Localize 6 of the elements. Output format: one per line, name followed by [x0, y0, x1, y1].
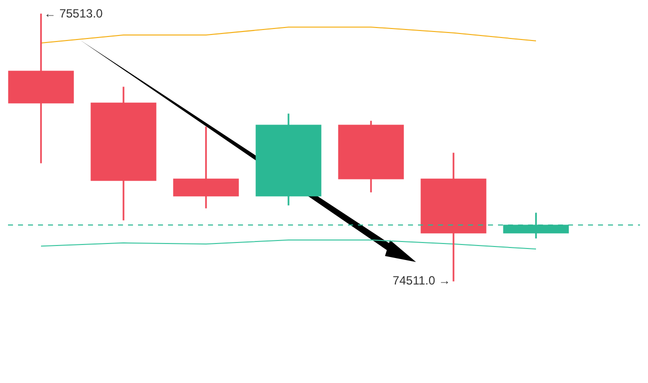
candlestick	[173, 126, 239, 208]
annotation: ← 75513.0	[44, 6, 104, 20]
annotation: 74511.0 →	[392, 273, 450, 288]
candlestick	[338, 120, 404, 192]
candlestick	[90, 86, 156, 220]
candlestick	[256, 114, 322, 206]
